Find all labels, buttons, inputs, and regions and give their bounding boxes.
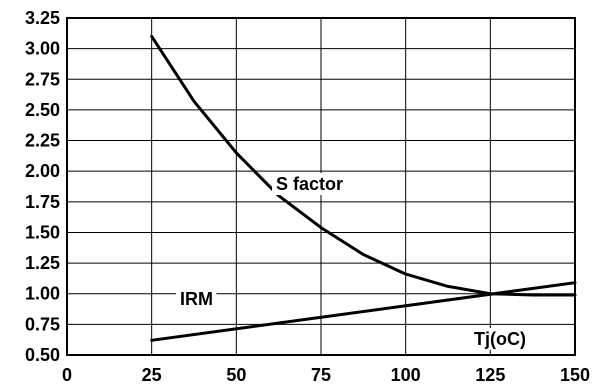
y-tick-label-11: 3.25 [25,8,60,28]
y-tick-label-6: 2.00 [25,161,60,181]
x-tick-label-4: 100 [391,365,421,385]
x-axis-label: Tj(oC) [474,329,526,349]
y-tick-label-4: 1.50 [25,222,60,242]
y-tick-label-2: 1.00 [25,284,60,304]
x-tick-label-2: 50 [226,365,246,385]
plot-frame [66,17,576,356]
y-tick-labels: 0.50 0.75 1.00 1.25 1.50 1.75 2.00 2.25 2.50 2.75… [25,8,60,365]
series-label-irm: IRM [180,289,213,309]
series-label-irm-background [176,288,217,310]
series-layer [150,34,577,342]
y-tick-label-1: 0.75 [25,314,60,334]
y-tick-label-10: 3.00 [25,39,60,59]
x-tick-label-1: 25 [142,365,162,385]
series-label-s-factor-background [272,173,367,195]
label-layer: S factor IRM Tj(oC) [176,173,543,350]
x-tick-label-0: 0 [62,365,72,385]
y-tick-label-7: 2.25 [25,131,60,151]
x-tick-label-3: 75 [311,365,331,385]
y-tick-label-0: 0.50 [25,345,60,365]
x-tick-label-5: 125 [475,365,505,385]
y-tick-label-8: 2.50 [25,100,60,120]
y-tick-label-9: 2.75 [25,69,60,89]
x-axis-label-background [470,328,543,350]
y-tick-label-5: 1.75 [25,192,60,212]
series-line-s-factor [150,34,577,297]
series-label-s-factor: S factor [276,174,343,194]
x-tick-label-6: 150 [560,365,590,385]
x-tick-labels: 0 25 50 75 100 125 150 [62,365,590,385]
series-line-irm [150,281,577,342]
y-tick-label-3: 1.25 [25,253,60,273]
